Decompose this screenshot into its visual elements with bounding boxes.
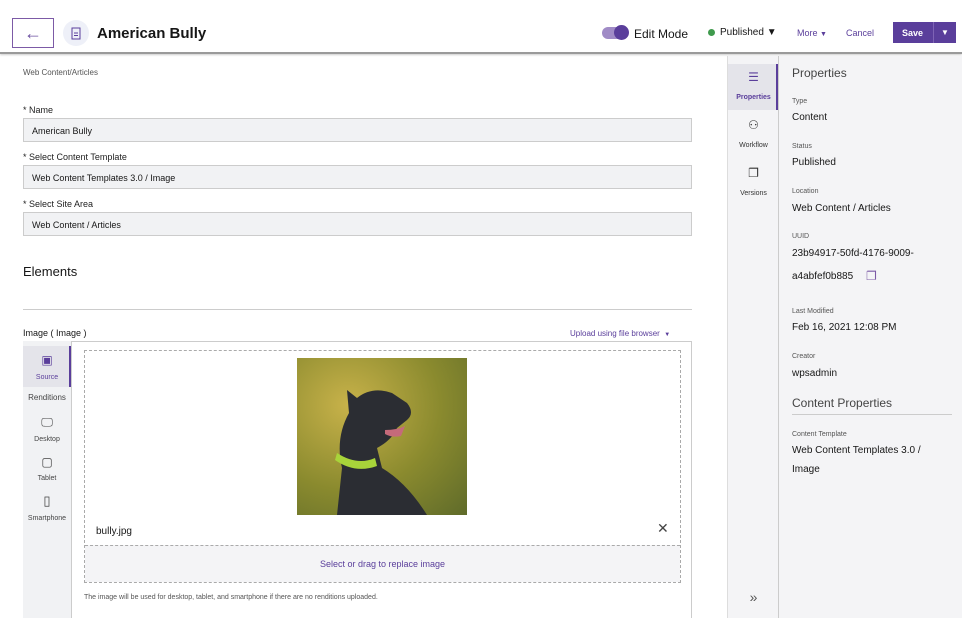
caret-down-icon: ▼ xyxy=(664,332,671,338)
page-title: American Bully xyxy=(97,25,207,42)
source-label: Source xyxy=(35,374,59,381)
tab-properties[interactable] xyxy=(728,64,778,110)
back-button[interactable]: ← xyxy=(12,18,54,48)
image-icon: ▣ xyxy=(41,353,53,367)
image-element-label: Image ( Image ) xyxy=(23,328,87,338)
panel-title: Properties xyxy=(792,66,847,80)
divider xyxy=(792,414,952,415)
edit-mode-label: Edit Mode xyxy=(634,27,689,41)
upload-file-browser-link[interactable]: Upload using file browser ▼ xyxy=(570,329,670,338)
uuid-label: UUID xyxy=(792,233,810,240)
image-preview xyxy=(297,358,467,515)
desktop-label[interactable]: Desktop xyxy=(34,436,60,443)
save-label: Save xyxy=(902,27,924,38)
copy-icon[interactable]: ❐ xyxy=(866,269,877,283)
desktop-icon[interactable]: 🖵 xyxy=(41,415,53,429)
status-label: Status xyxy=(792,143,812,150)
type-label: Type xyxy=(792,98,808,105)
header: ← American Bully Edit Mode Published ▼ M… xyxy=(0,0,962,54)
expand-icon[interactable]: » xyxy=(749,589,758,605)
tab-versions[interactable]: Versions xyxy=(740,190,767,197)
creator-label: Creator xyxy=(792,353,816,360)
location-value: Web Content / Articles xyxy=(792,203,891,214)
content-template-field[interactable]: Web Content Templates 3.0 / Image xyxy=(23,165,692,189)
smartphone-label[interactable]: Smartphone xyxy=(27,515,67,522)
template-value-2: Image xyxy=(792,464,820,475)
uuid-value: 23b94917-50fd-4176-9009- xyxy=(792,248,914,259)
template-label: * Select Content Template xyxy=(23,152,127,162)
creator-value: wpsadmin xyxy=(792,368,838,379)
breadcrumb: Web Content/Articles xyxy=(23,68,98,77)
replace-image-button[interactable]: Select or drag to replace image xyxy=(85,545,680,582)
image-dropzone[interactable] xyxy=(84,350,681,583)
status-dot xyxy=(708,29,715,36)
side-tabs: ☰ Properties ⚇ Workflow ❐ Versions » xyxy=(727,56,779,618)
smartphone-icon[interactable]: ▯ xyxy=(43,493,51,508)
status-dropdown[interactable]: Published ▼ xyxy=(720,27,777,38)
template-value: Web Content Templates 3.0 / xyxy=(792,445,921,456)
close-icon[interactable]: ✕ xyxy=(657,520,669,536)
rendition-rail: ▣ Source Renditions 🖵 Desktop ▢ Tablet ▯… xyxy=(23,341,72,618)
modified-label: Last Modified xyxy=(792,308,834,315)
site-area-field[interactable]: Web Content / Articles xyxy=(23,212,692,236)
divider xyxy=(23,309,692,310)
edit-mode-toggle[interactable] xyxy=(602,25,629,40)
save-options-caret-icon[interactable]: ▼ xyxy=(933,22,956,43)
tablet-label[interactable]: Tablet xyxy=(37,475,57,482)
image-note: The image will be used for desktop, tabl… xyxy=(84,594,378,601)
cancel-button[interactable]: Cancel xyxy=(846,28,875,38)
name-label: * Name xyxy=(23,105,54,115)
workflow-icon[interactable]: ⚇ xyxy=(748,118,759,132)
renditions-label: Renditions xyxy=(28,393,66,402)
copy-icon[interactable]: ❐ xyxy=(748,166,759,180)
tab-workflow[interactable]: Workflow xyxy=(739,142,768,149)
status-value: Published xyxy=(792,157,836,168)
location-label: Location xyxy=(792,188,819,195)
document-icon xyxy=(63,20,89,46)
properties-panel: Properties Type Content Status Published… xyxy=(779,56,962,618)
tab-properties-label[interactable]: Properties xyxy=(736,94,771,101)
arrow-left-icon: ← xyxy=(24,22,42,43)
caret-down-icon: ▼ xyxy=(766,27,777,38)
caret-down-icon: ▼ xyxy=(820,31,827,38)
upload-label: Upload using file browser xyxy=(570,329,660,338)
rail-source[interactable] xyxy=(23,346,71,387)
more-label: More xyxy=(797,28,818,38)
type-value: Content xyxy=(792,112,828,123)
save-button[interactable]: Save ▼ xyxy=(893,22,956,43)
content-properties-heading: Content Properties xyxy=(792,396,893,410)
modified-value: Feb 16, 2021 12:08 PM xyxy=(792,322,897,333)
status-label: Published xyxy=(720,27,764,38)
file-name: bully.jpg xyxy=(96,526,132,537)
elements-heading: Elements xyxy=(23,264,78,279)
name-field[interactable]: American Bully xyxy=(23,118,692,142)
list-icon: ☰ xyxy=(748,70,759,84)
tablet-icon[interactable]: ▢ xyxy=(41,455,53,469)
uuid-value-2: a4abfef0b885 xyxy=(792,271,854,282)
site-area-label: * Select Site Area xyxy=(23,199,94,209)
more-button[interactable]: More ▼ xyxy=(797,28,827,38)
template-label: Content Template xyxy=(792,431,847,438)
